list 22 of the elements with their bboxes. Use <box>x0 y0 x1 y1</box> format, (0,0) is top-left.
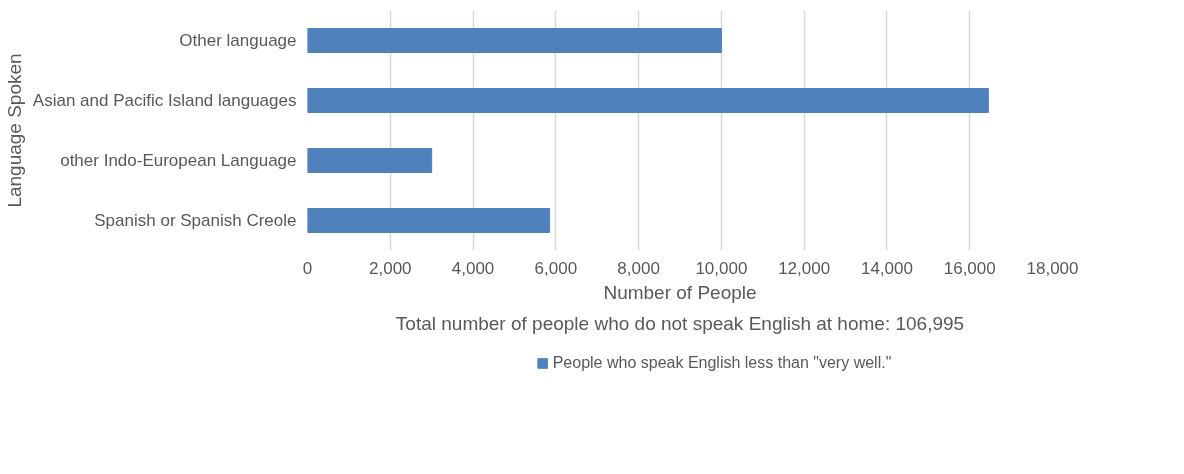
x-axis-title: Number of People <box>603 281 757 303</box>
x-tick-label: 0 <box>302 258 313 278</box>
y-axis-title: Language Spoken <box>3 53 25 208</box>
x-tick-label: 14,000 <box>860 258 913 278</box>
x-tick-label: 12,000 <box>778 258 831 278</box>
text: Total number of people who do not speak English at home: 106,995 <box>395 312 965 334</box>
x-tick-label: 4,000 <box>451 258 495 278</box>
y-tick-label: Asian and Pacific Island languages <box>32 91 297 110</box>
y-tick-label: other Indo-European Language <box>60 151 297 170</box>
x-tick-label: 10,000 <box>695 258 748 278</box>
x-tick-label: 2,000 <box>369 258 412 278</box>
bar <box>307 208 551 233</box>
y-tick-label: Spanish or Spanish Creole <box>94 211 297 230</box>
bar <box>307 28 722 53</box>
x-tick-label: 8,000 <box>617 258 660 278</box>
legend-label: People who speak English less than "very well." <box>552 354 892 372</box>
y-tick-label: Other language <box>179 31 297 50</box>
x-tick-label: 6,000 <box>534 258 578 278</box>
x-tick-label: 18,000 <box>1026 258 1079 278</box>
x-tick-label: 16,000 <box>943 258 996 278</box>
bar <box>307 148 433 173</box>
bar <box>307 88 989 113</box>
